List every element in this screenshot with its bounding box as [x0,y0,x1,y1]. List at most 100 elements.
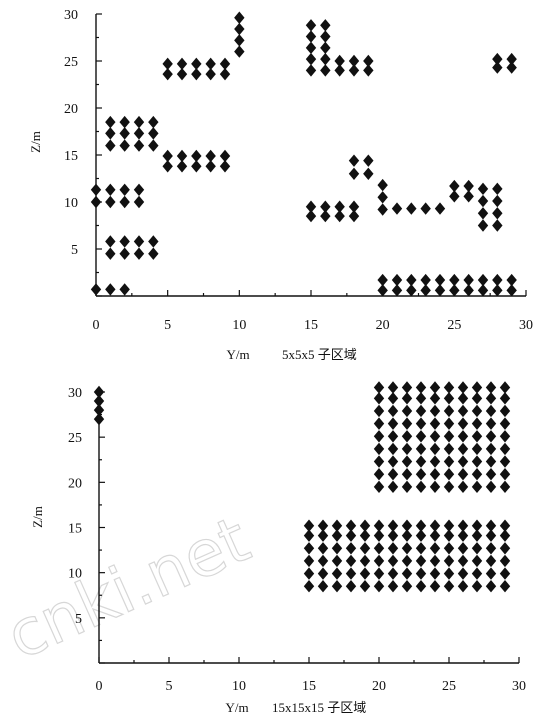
data-point [90,183,102,196]
data-point [485,554,497,568]
data-point [471,430,483,443]
data-point [471,529,483,542]
data-point [320,64,331,77]
x-tick-label: 10 [232,679,246,694]
data-point [401,554,413,568]
data-point [449,273,460,287]
data-point [457,580,469,593]
data-point [429,567,441,580]
data-point [485,468,497,481]
data-point [443,529,455,542]
x-tick-label: 0 [96,679,103,694]
data-point [401,580,413,593]
data-point [415,580,427,593]
data-point [477,284,489,297]
data-point [162,67,173,81]
data-point [443,468,455,481]
data-point [359,567,371,580]
subplot-label: 15x15x15 子区域 [272,700,366,715]
y-tick-label: 10 [64,196,78,211]
data-point [191,160,202,173]
data-point [457,442,469,456]
data-point [401,392,413,405]
data-point [429,580,441,593]
x-tick-label: 25 [447,318,461,333]
data-point [387,554,399,568]
data-point [359,519,371,532]
data-point [429,542,441,555]
data-point [492,52,503,66]
data-point [373,455,385,468]
data-point [429,480,441,494]
x-tick-label: 10 [232,318,246,333]
data-point [457,529,469,542]
data-point [373,468,385,481]
data-point [105,183,116,196]
data-point [320,209,331,223]
data-point [457,404,469,418]
data-point [305,209,317,223]
data-point [387,430,399,443]
data-point [303,567,315,580]
y-axis-label: Z/m [28,131,43,153]
y-tick-label: 25 [68,431,82,446]
y-tick-label: 15 [64,149,78,164]
data-point [234,22,245,36]
data-point [234,45,245,58]
data-point [345,519,357,532]
data-point [219,149,231,163]
data-point [477,194,489,208]
data-point [429,404,441,418]
data-point [90,195,102,209]
data-point [492,194,503,208]
data-point [457,519,469,532]
data-point [443,417,455,430]
data-point [463,273,474,287]
data-point [387,542,399,555]
data-point [234,34,245,47]
data-point [449,190,460,203]
x-axis-label: Y/m [225,700,248,715]
data-point [477,182,489,196]
data-point [429,442,441,456]
data-point [429,519,441,532]
y-tick-label: 25 [64,55,78,70]
data-point [457,392,469,405]
data-point [303,519,315,532]
data-point [219,160,231,173]
data-point [377,273,388,287]
x-tick-label: 5 [164,318,171,333]
data-point [415,468,427,481]
data-point [485,417,497,430]
data-point [303,580,315,593]
data-point [420,273,431,287]
data-point [133,235,145,248]
data-point [406,273,417,287]
data-point [373,381,385,394]
data-point [415,542,427,555]
data-point [373,554,385,568]
y-tick-label: 20 [68,476,82,491]
data-point [449,284,460,297]
data-point [415,392,427,405]
data-point [429,417,441,430]
data-point [485,455,497,468]
data-point [457,542,469,555]
data-point [499,381,511,394]
data-point [499,468,511,481]
y-tick-label: 30 [64,8,78,23]
data-point [499,417,511,430]
data-point [205,67,216,81]
subplot-15x15x15: Z/m Y/m 15x15x15 子区域 5 10 15 20 25 30 0 5 10 15 20… [30,381,526,715]
data-point [471,442,483,456]
x-tick-label: 15 [302,679,316,694]
data-point [415,430,427,443]
data-point [443,554,455,568]
data-point [415,529,427,542]
data-point [317,554,329,568]
data-point [305,19,317,32]
data-point [363,64,374,77]
data-point [415,519,427,532]
data-point [457,554,469,568]
data-point [133,247,145,260]
